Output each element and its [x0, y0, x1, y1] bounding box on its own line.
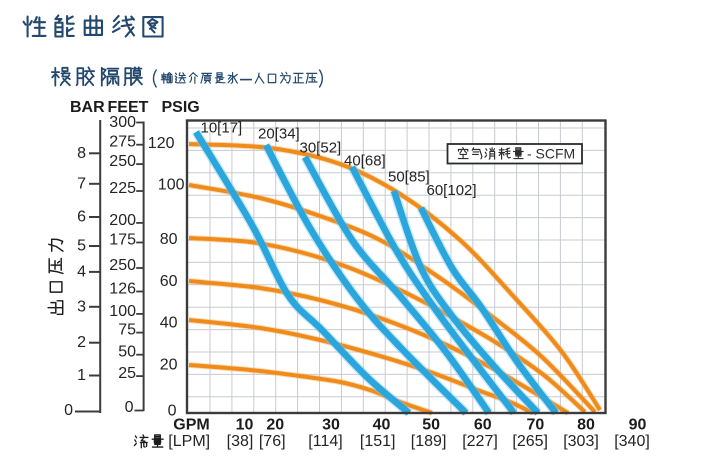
svg-text:5: 5 [77, 238, 86, 255]
svg-text:275: 275 [109, 134, 136, 151]
svg-text:70: 70 [527, 417, 545, 434]
svg-text:7: 7 [77, 175, 86, 192]
svg-text:10[17]: 10[17] [201, 120, 243, 137]
svg-text:40: 40 [373, 417, 391, 434]
svg-text:FEET: FEET [108, 99, 149, 116]
svg-text:8: 8 [77, 145, 86, 162]
svg-text:90: 90 [629, 417, 647, 434]
svg-text:[LPM]: [LPM] [168, 433, 210, 450]
svg-text:[76]: [76] [259, 433, 286, 450]
svg-text:60: 60 [474, 417, 492, 434]
svg-text:60: 60 [160, 273, 178, 290]
svg-text:BAR: BAR [70, 99, 105, 116]
svg-text:4: 4 [77, 263, 86, 280]
svg-text:[189]: [189] [411, 433, 447, 450]
svg-text:1: 1 [77, 367, 86, 384]
svg-text:50: 50 [118, 344, 136, 361]
svg-text:40: 40 [160, 315, 178, 332]
svg-text:60[102]: 60[102] [427, 182, 477, 199]
svg-text:80: 80 [577, 417, 595, 434]
svg-text:250: 250 [109, 153, 136, 170]
svg-text:50: 50 [422, 417, 440, 434]
svg-text:50[85]: 50[85] [388, 169, 430, 186]
svg-text:25: 25 [118, 365, 136, 382]
svg-text:100: 100 [109, 303, 136, 320]
svg-text:0: 0 [125, 399, 134, 416]
svg-text:0: 0 [168, 403, 177, 420]
svg-text:250: 250 [109, 257, 136, 274]
svg-text:[340]: [340] [614, 433, 650, 450]
svg-text:0: 0 [64, 402, 73, 419]
svg-text:10: 10 [236, 417, 254, 434]
svg-text:126: 126 [109, 281, 136, 298]
svg-text:3: 3 [77, 298, 86, 315]
svg-text:[114]: [114] [308, 433, 342, 450]
svg-text:20: 20 [160, 356, 178, 373]
svg-text:120: 120 [148, 135, 175, 152]
svg-text:2: 2 [77, 334, 86, 351]
svg-text:40[68]: 40[68] [344, 153, 386, 170]
svg-text:- SCFM: - SCFM [527, 146, 575, 162]
svg-text:175: 175 [109, 232, 136, 249]
svg-text:30: 30 [322, 417, 340, 434]
svg-text:GPM: GPM [173, 417, 209, 434]
svg-text:[265]: [265] [512, 433, 548, 450]
svg-text:225: 225 [109, 180, 136, 197]
svg-text:300: 300 [109, 114, 136, 131]
svg-text:[227]: [227] [462, 433, 498, 450]
svg-text:6: 6 [77, 209, 86, 226]
svg-text:80: 80 [160, 231, 178, 248]
svg-text:20[34]: 20[34] [258, 126, 300, 143]
svg-text:75: 75 [118, 322, 136, 339]
svg-text:PSIG: PSIG [162, 99, 200, 116]
svg-text:30[52]: 30[52] [300, 140, 342, 157]
svg-text:[303]: [303] [563, 433, 599, 450]
svg-text:100: 100 [158, 176, 185, 193]
svg-text:[151]: [151] [360, 433, 396, 450]
svg-text:[38]: [38] [227, 433, 254, 450]
svg-text:200: 200 [109, 212, 136, 229]
svg-text:20: 20 [266, 417, 284, 434]
